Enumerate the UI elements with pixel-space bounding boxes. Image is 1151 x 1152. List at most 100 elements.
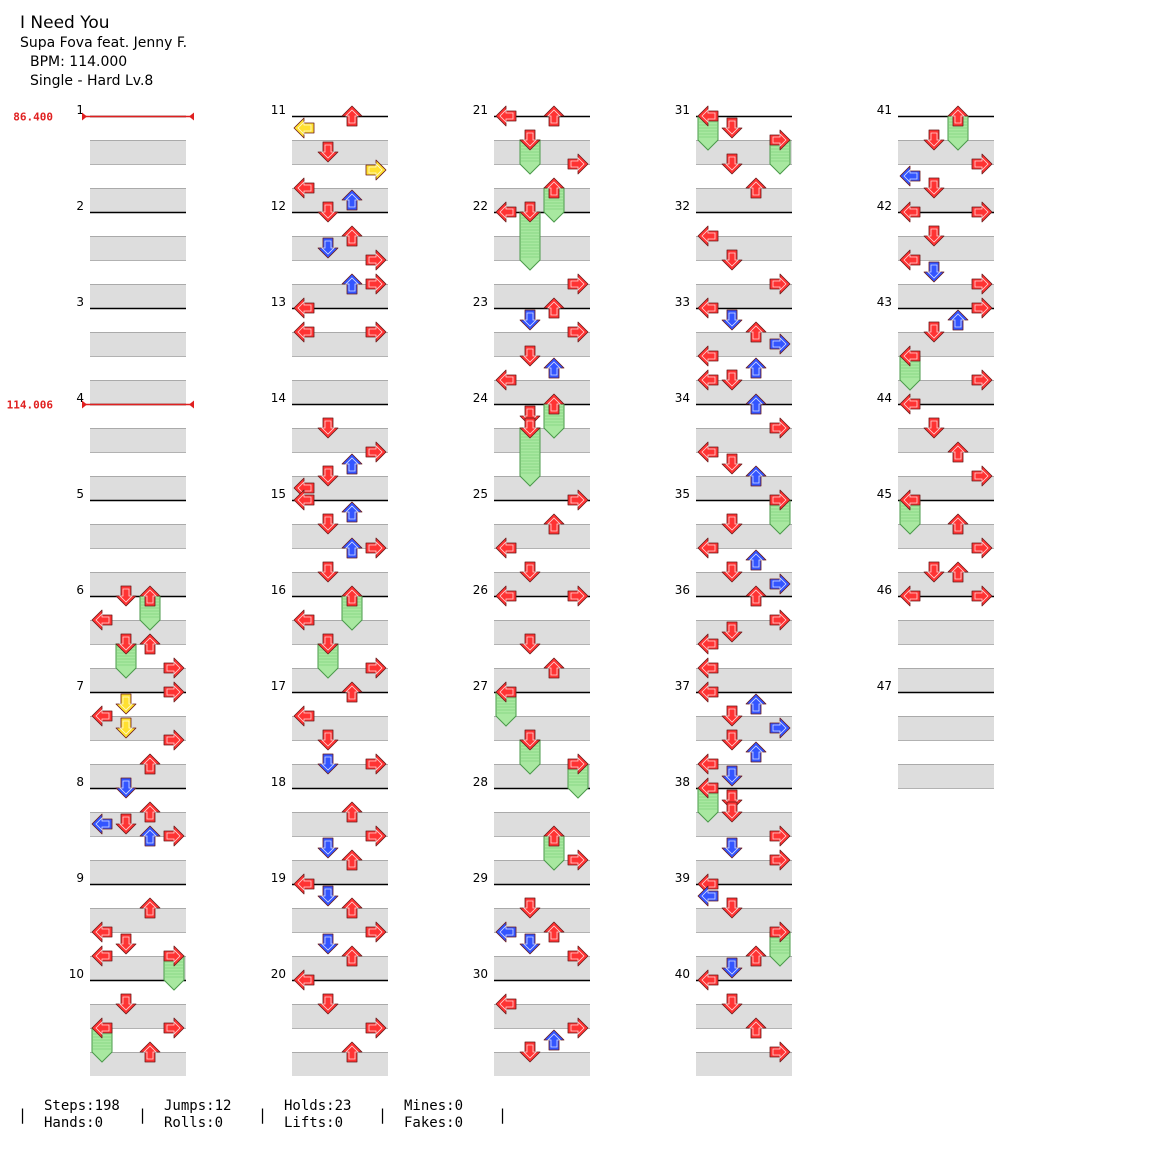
arrow-highlight [499, 373, 514, 387]
down-arrow-icon [721, 513, 743, 535]
arrow-shape [721, 513, 743, 535]
arrow-shape [923, 225, 945, 247]
arrow-highlight [368, 277, 383, 291]
stat-line: Jumps:12 [164, 1098, 232, 1114]
arrow-shape [317, 465, 339, 487]
note-layer: 86.400 114.006 [7, 105, 993, 1063]
arrow-shape [697, 885, 719, 907]
up-arrow-icon [745, 1017, 767, 1039]
arrow-highlight [368, 925, 383, 939]
arrow-highlight [143, 901, 157, 916]
right-arrow-icon [971, 297, 993, 319]
arrow-highlight [95, 949, 110, 963]
left-arrow-icon [899, 393, 921, 415]
left-arrow-icon [91, 945, 113, 967]
arrow-shape [495, 585, 517, 607]
arrow-highlight [547, 361, 561, 376]
up-arrow-icon [341, 189, 363, 211]
arrow-shape [365, 321, 387, 343]
arrow-shape [923, 321, 945, 343]
arrow-shape [317, 729, 339, 751]
arrow-highlight [927, 564, 941, 579]
down-arrow-icon [115, 717, 137, 739]
arrow-shape [519, 897, 541, 919]
arrow-highlight [368, 1021, 383, 1035]
arrow-shape [543, 921, 565, 943]
beat-stripe [494, 620, 590, 644]
arrow-shape [317, 417, 339, 439]
stat-line: Rolls:0 [164, 1115, 224, 1131]
arrow-highlight [321, 636, 335, 651]
measure-number: 5 [76, 487, 84, 501]
down-arrow-icon [721, 705, 743, 727]
arrow-highlight [725, 252, 739, 267]
left-arrow-icon [293, 489, 315, 511]
arrow-highlight [701, 301, 716, 315]
bpm-marker-right [189, 112, 194, 121]
left-arrow-icon [91, 609, 113, 631]
arrow-shape [697, 441, 719, 463]
arrow-highlight [725, 372, 739, 387]
left-arrow-icon [697, 225, 719, 247]
up-arrow-icon [745, 693, 767, 715]
measure-number: 26 [473, 583, 488, 597]
arrow-shape [293, 297, 315, 319]
arrow-highlight [297, 877, 312, 891]
arrow-highlight [772, 421, 787, 435]
arrow-shape [293, 705, 315, 727]
arrow-highlight [547, 829, 561, 844]
arrow-highlight [345, 1045, 359, 1060]
arrow-shape [317, 837, 339, 859]
arrow-highlight [523, 408, 537, 423]
down-arrow-icon [721, 249, 743, 271]
beat-stripe [90, 308, 186, 332]
left-arrow-icon [697, 777, 719, 799]
hold-body [519, 139, 541, 175]
up-arrow-icon [139, 633, 161, 655]
arrow-shape [519, 345, 541, 367]
down-arrow-icon [721, 153, 743, 175]
arrow-shape [745, 357, 767, 379]
arrow-shape [697, 777, 719, 799]
beat-stripe [292, 212, 388, 236]
right-arrow-icon [971, 273, 993, 295]
arrow-highlight [523, 348, 537, 363]
beat-stripe [696, 1004, 792, 1028]
down-arrow-icon [519, 309, 541, 331]
right-arrow-icon [365, 159, 387, 181]
arrow-highlight [499, 997, 514, 1011]
arrow-shape [519, 417, 541, 439]
arrow-highlight [974, 157, 989, 171]
right-arrow-icon [769, 1041, 791, 1063]
arrow-shape [495, 921, 517, 943]
arrow-shape [495, 993, 517, 1015]
arrow-highlight [547, 1033, 561, 1048]
left-arrow-icon [91, 921, 113, 943]
arrow-highlight [321, 468, 335, 483]
arrow-highlight [321, 840, 335, 855]
arrow-highlight [903, 253, 918, 267]
hold-layer [91, 115, 969, 1063]
arrow-shape [519, 201, 541, 223]
left-arrow-icon [697, 105, 719, 127]
arrow-shape [519, 729, 541, 751]
down-arrow-icon [317, 753, 339, 775]
arrow-shape [971, 369, 993, 391]
down-arrow-icon [721, 897, 743, 919]
arrow-shape [721, 897, 743, 919]
arrow-highlight [725, 960, 739, 975]
measure-number: 47 [877, 679, 892, 693]
down-arrow-icon [115, 993, 137, 1015]
up-arrow-icon [543, 357, 565, 379]
arrow-shape [317, 933, 339, 955]
arrow-shape [769, 333, 791, 355]
arrow-highlight [701, 541, 716, 555]
down-arrow-icon [519, 1041, 541, 1063]
down-arrow-icon [317, 561, 339, 583]
down-arrow-icon [519, 345, 541, 367]
measure-number: 43 [877, 295, 892, 309]
arrow-highlight [345, 589, 359, 604]
arrow-shape [971, 465, 993, 487]
up-arrow-icon [341, 273, 363, 295]
arrow-highlight [321, 564, 335, 579]
